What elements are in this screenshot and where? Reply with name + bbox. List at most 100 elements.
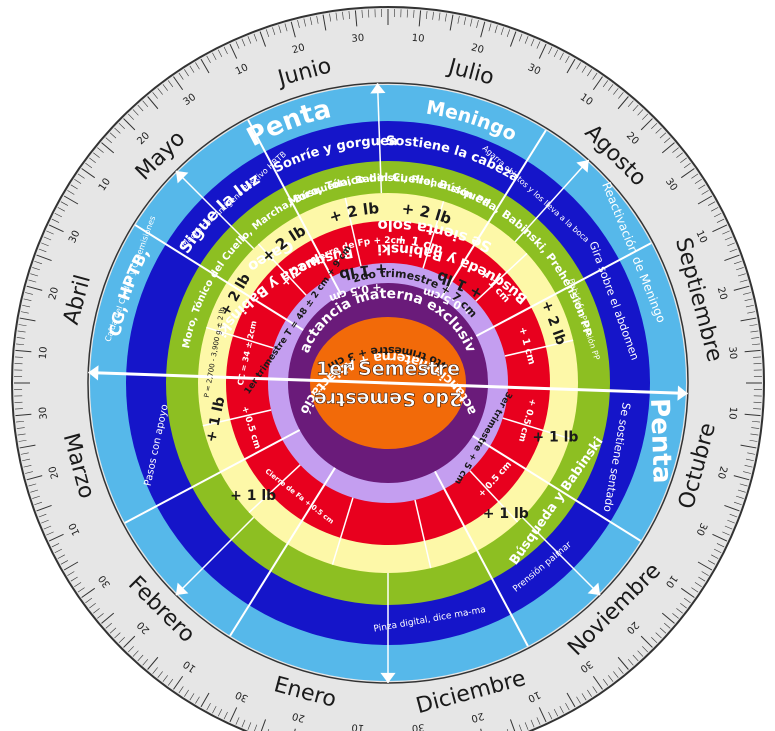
calendar-tick (17, 330, 26, 333)
calendar-tick (272, 27, 276, 36)
calendar-tick (67, 190, 75, 195)
ring-divider (229, 467, 336, 637)
calendar-tick (536, 41, 541, 49)
calendar-tick (184, 689, 189, 697)
calendar-tick (506, 728, 509, 731)
calendar-tick (524, 722, 529, 730)
calendar-tick (697, 561, 713, 571)
calendar-tick (77, 587, 85, 593)
calendar-tick (32, 495, 41, 499)
calendar-tick (749, 439, 758, 442)
calendar-tick (137, 654, 144, 662)
calendar-tick (576, 696, 581, 704)
arrow-icon (380, 672, 396, 683)
calendar-tick (36, 504, 52, 512)
second-semester-label: 2do Semestre (314, 388, 462, 410)
calendar-tick (737, 489, 746, 493)
calendar-tick (581, 693, 587, 701)
tick-number: 30 (526, 62, 542, 77)
calendar-tick (592, 72, 598, 80)
calendar-tick (536, 717, 541, 725)
calendar-tick (189, 65, 195, 73)
calendar-tick (565, 55, 570, 64)
tick-number: 10 (234, 62, 250, 77)
calendar-tick (680, 157, 687, 163)
calendar-tick (659, 627, 667, 634)
calendar-tick (743, 471, 751, 474)
calendar-tick (46, 230, 54, 235)
calendar-tick (15, 349, 32, 353)
calendar-tick (744, 413, 761, 417)
tick-number: 20 (47, 465, 61, 480)
calendar-tick (581, 65, 587, 73)
calendar-tick (729, 513, 738, 518)
calendar-tick (680, 587, 695, 598)
arrow-icon (677, 385, 688, 401)
month-pointer-line (376, 83, 383, 194)
calendar-tick (627, 659, 634, 666)
yellow-right-3: + 1 lb (483, 506, 529, 522)
calendar-tick (724, 236, 733, 241)
calendar-tick (43, 525, 52, 530)
ring-divider (414, 499, 432, 569)
ring-divider (469, 470, 519, 523)
calendar-tick (147, 96, 159, 110)
calendar-tick (735, 267, 744, 271)
calendar-tick (640, 635, 653, 648)
tick-number: 20 (47, 286, 61, 301)
calendar-tick (63, 195, 79, 205)
calendar-tick (632, 104, 639, 112)
calendar-tick (297, 20, 300, 28)
calendar-tick (195, 696, 200, 704)
calendar-tick (259, 31, 267, 47)
calendar-tick (25, 292, 33, 295)
calendar-tick (38, 248, 47, 253)
calendar-tick (637, 650, 644, 657)
calendar-tick (15, 413, 32, 417)
calendar-tick (167, 80, 174, 88)
calendar-tick (722, 531, 730, 536)
calendar-tick (592, 675, 603, 690)
calendar-tick (114, 127, 121, 134)
calendar-tick (162, 675, 168, 682)
calendar-tick (457, 15, 460, 24)
calendar-tick (744, 465, 753, 468)
calendar-tick (751, 337, 760, 339)
calendar-tick (683, 162, 691, 169)
calendar-tick (67, 571, 75, 576)
calendar-tick (101, 612, 115, 624)
ring-divider (475, 242, 652, 337)
calendar-tick (602, 678, 609, 686)
calendar-tick (152, 92, 158, 99)
calendar-tick (617, 96, 629, 110)
calendar-tick (162, 84, 168, 91)
calendar-tick (672, 613, 679, 619)
calendar-tick (745, 304, 754, 308)
tick-number: 10 (38, 346, 50, 360)
calendar-tick (592, 686, 598, 694)
calendar-tick (241, 719, 246, 728)
calendar-tick (142, 100, 149, 107)
calendar-tick (444, 13, 447, 22)
calendar-tick (661, 612, 675, 624)
calendar-tick (737, 273, 746, 277)
calendar-tick (309, 17, 313, 26)
calendar-tick (642, 646, 649, 653)
ring-divider (247, 119, 342, 296)
calendar-tick (449, 14, 454, 31)
calendar-tick (749, 324, 758, 327)
calendar-tick (26, 475, 43, 481)
calendar-tick (28, 279, 37, 283)
calendar-tick (739, 483, 748, 487)
calendar-tick (722, 230, 730, 235)
calendar-tick (16, 343, 25, 346)
calendar-tick (640, 118, 653, 131)
tick-number: 10 (67, 521, 82, 537)
calendar-tick (41, 242, 49, 247)
calendar-tick (592, 76, 603, 91)
ring-divider (434, 470, 529, 647)
calendar-tick (85, 597, 93, 604)
calendar-tick (750, 330, 759, 333)
calendar-tick (20, 452, 29, 455)
